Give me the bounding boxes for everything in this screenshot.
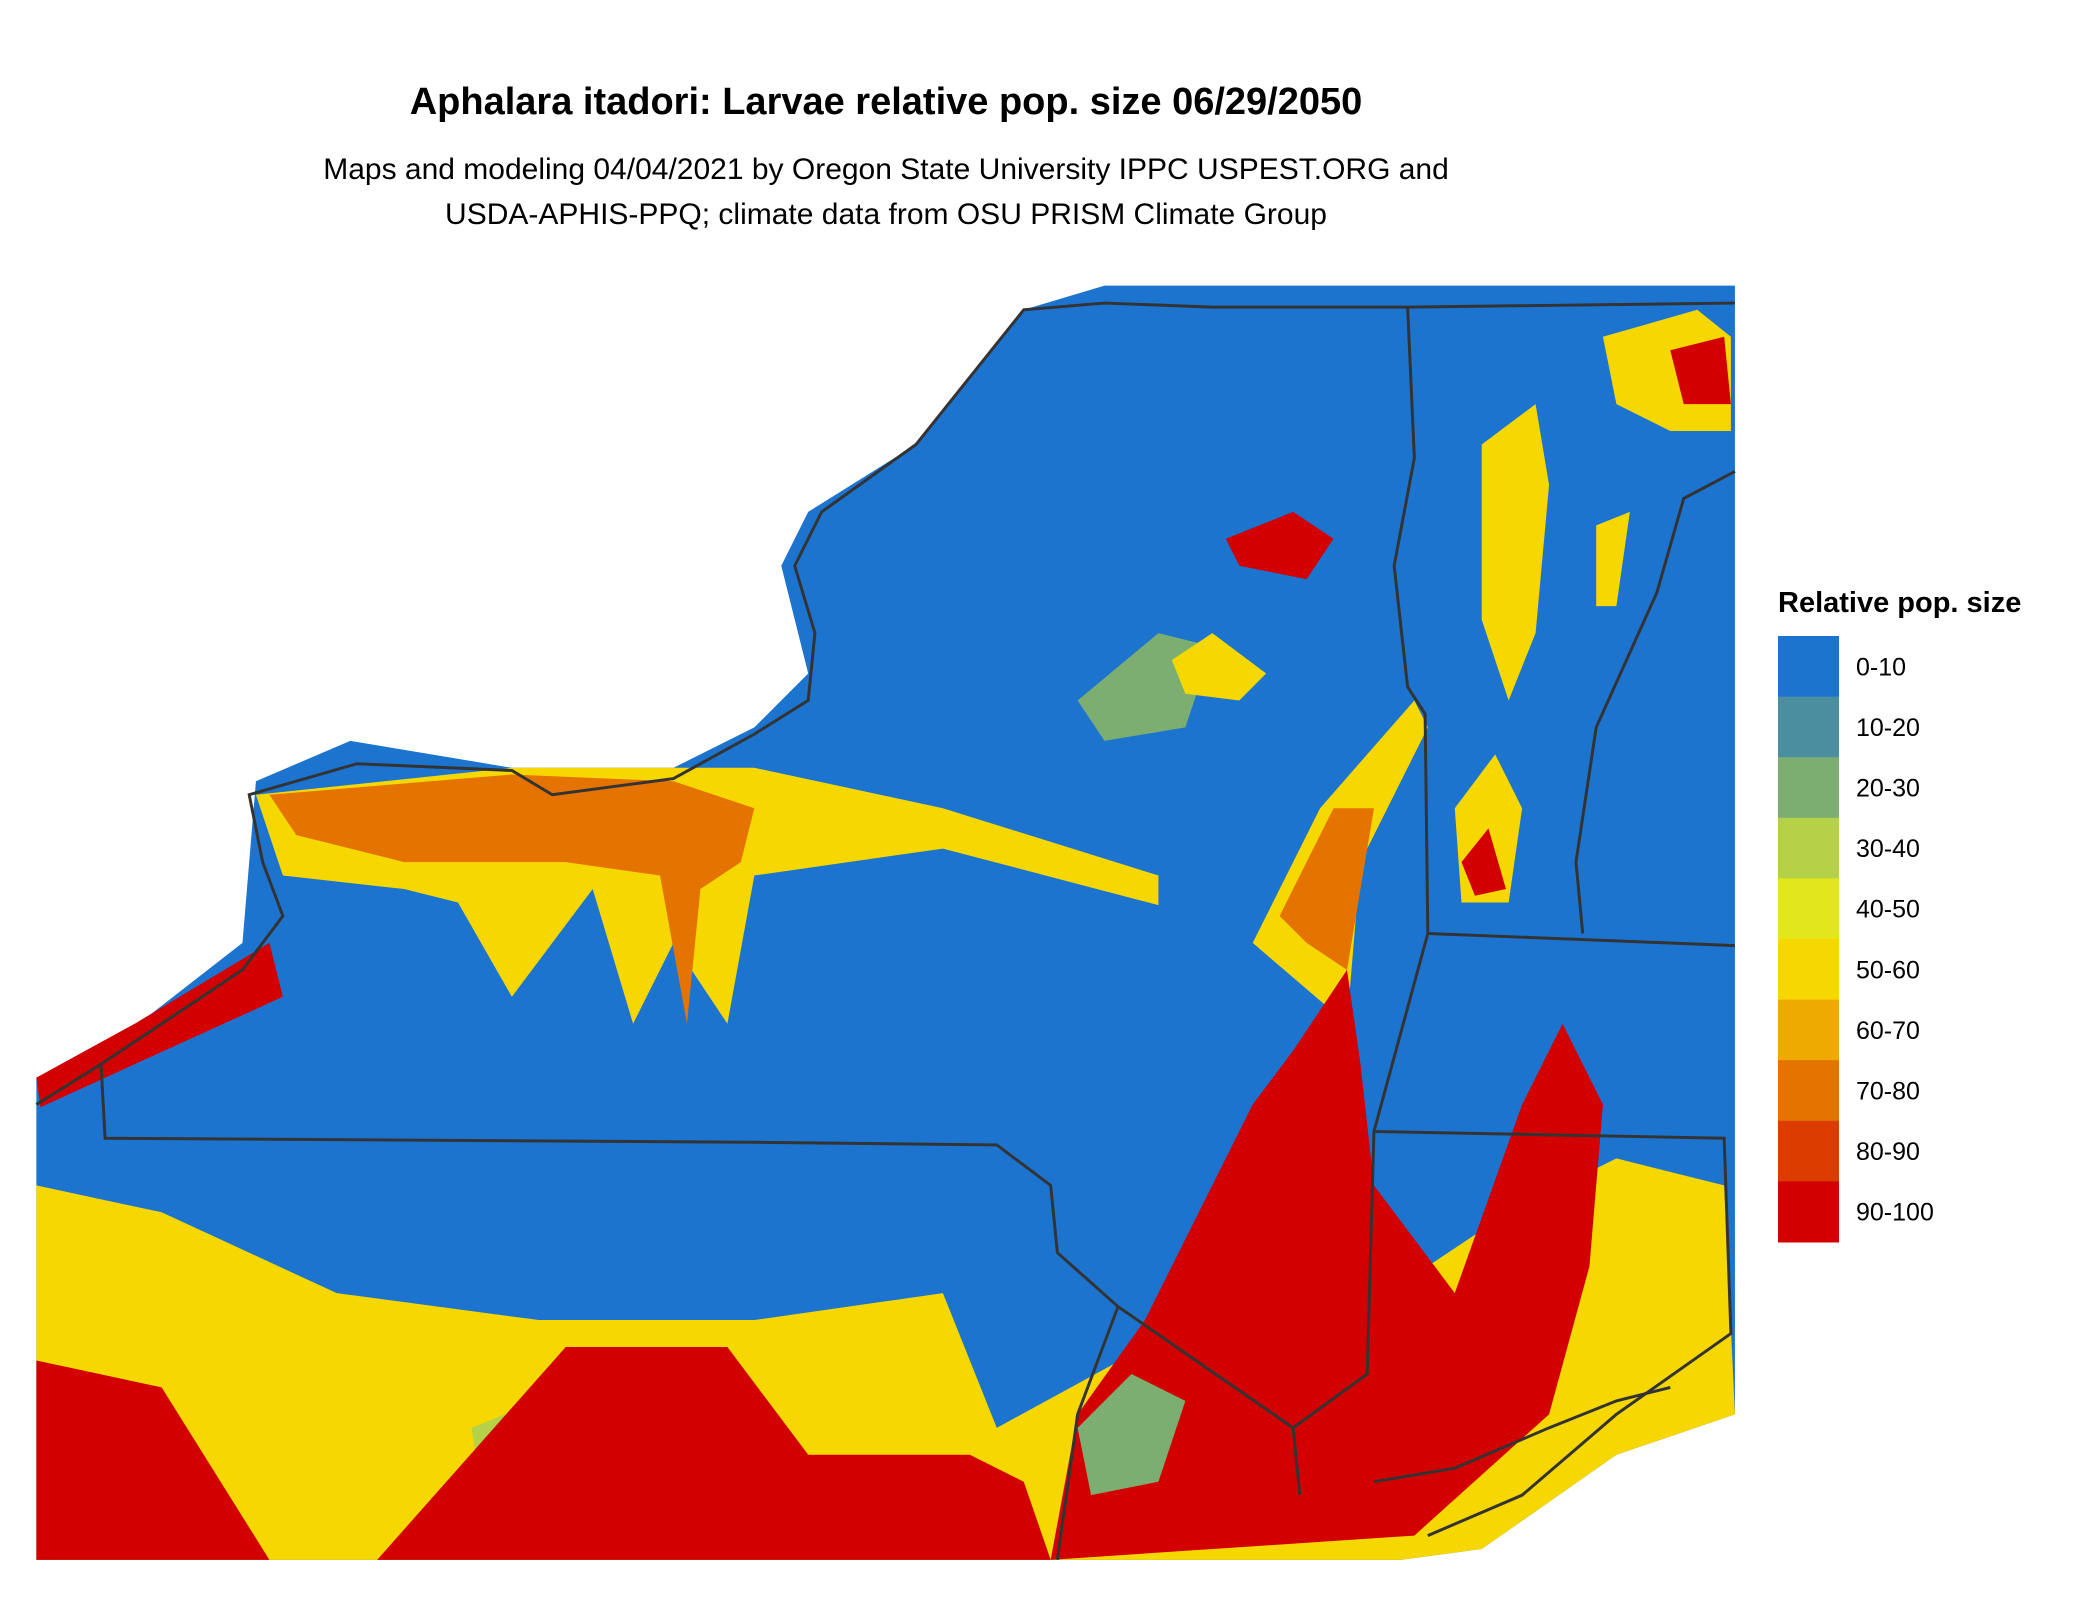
legend-swatch bbox=[1778, 939, 1839, 1001]
map-raster bbox=[36, 309, 1735, 1560]
legend-label: 50-60 bbox=[1856, 956, 1920, 984]
legend-swatch bbox=[1778, 1181, 1839, 1243]
legend-swatch bbox=[1778, 1060, 1839, 1122]
legend-title: Relative pop. size bbox=[1778, 587, 2021, 619]
legend-label: 60-70 bbox=[1856, 1017, 1920, 1045]
legend-swatch bbox=[1778, 696, 1839, 758]
legend-swatch bbox=[1778, 757, 1839, 819]
legend-label: 80-90 bbox=[1856, 1138, 1920, 1166]
legend-label: 70-80 bbox=[1856, 1078, 1920, 1106]
legend-swatch bbox=[1778, 999, 1839, 1061]
state-borders bbox=[35, 301, 1736, 1561]
legend: 0-10 10-20 20-30 30-40 40-50 50-60 60-70 70-80 8… bbox=[1778, 636, 1934, 1243]
legend-swatch bbox=[1778, 817, 1839, 879]
map-subtitle: Maps and modeling 04/04/2021 by Oregon S… bbox=[323, 153, 1449, 186]
legend-swatch bbox=[1778, 878, 1839, 940]
map bbox=[35, 285, 1736, 1561]
map-title: Aphalara itadori: Larvae relative pop. s… bbox=[410, 81, 1363, 123]
legend-label: 0-10 bbox=[1856, 653, 1906, 681]
legend-swatch bbox=[1778, 1120, 1839, 1182]
legend-label: 40-50 bbox=[1856, 896, 1920, 924]
legend-label: 20-30 bbox=[1856, 775, 1920, 803]
legend-label: 30-40 bbox=[1856, 835, 1920, 863]
map-subtitle: USDA-APHIS-PPQ; climate data from OSU PR… bbox=[445, 198, 1327, 231]
legend-swatch bbox=[1778, 636, 1839, 698]
legend-label: 90-100 bbox=[1856, 1199, 1934, 1227]
legend-label: 10-20 bbox=[1856, 714, 1920, 742]
